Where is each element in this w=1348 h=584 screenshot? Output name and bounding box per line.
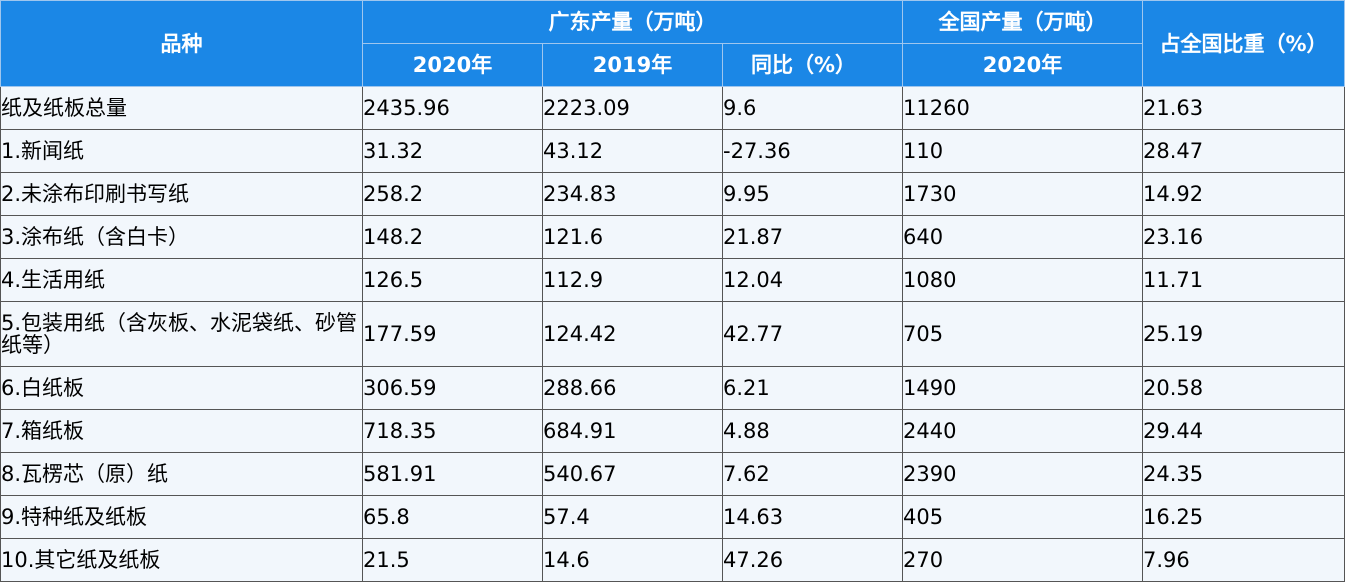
value-cell: 20.58 <box>1142 366 1345 410</box>
value-cell: 7.96 <box>1142 538 1345 582</box>
variety-cell: 纸及纸板总量 <box>0 86 363 130</box>
header-cell: 占全国比重（%） <box>1142 0 1345 87</box>
variety-cell: 5.包装用纸（含灰板、水泥袋纸、砂管纸等） <box>0 301 363 367</box>
value-cell: 42.77 <box>722 301 903 367</box>
value-cell: 43.12 <box>542 129 723 173</box>
value-cell: 6.21 <box>722 366 903 410</box>
value-cell: 21.87 <box>722 215 903 259</box>
variety-cell: 9.特种纸及纸板 <box>0 495 363 539</box>
variety-cell: 1.新闻纸 <box>0 129 363 173</box>
value-cell: 14.6 <box>542 538 723 582</box>
value-cell: 9.95 <box>722 172 903 216</box>
value-cell: 1490 <box>902 366 1143 410</box>
value-cell: 25.19 <box>1142 301 1345 367</box>
table-row: 4.生活用纸 126.5 112.9 12.04 1080 11.71 <box>0 258 1345 302</box>
table-row: 5.包装用纸（含灰板、水泥袋纸、砂管纸等） 177.59 124.42 42.77 70… <box>0 301 1345 367</box>
value-cell: 21.5 <box>362 538 543 582</box>
value-cell: 11260 <box>902 86 1143 130</box>
value-cell: 1080 <box>902 258 1143 302</box>
table-row: 7.箱纸板 718.35 684.91 4.88 2440 29.44 <box>0 409 1345 453</box>
value-cell: 177.59 <box>362 301 543 367</box>
value-cell: 148.2 <box>362 215 543 259</box>
value-cell: 12.04 <box>722 258 903 302</box>
value-cell: 718.35 <box>362 409 543 453</box>
value-cell: 124.42 <box>542 301 723 367</box>
value-cell: 2390 <box>902 452 1143 496</box>
value-cell: 405 <box>902 495 1143 539</box>
table-header: 品种 广东产量（万吨） 全国产量（万吨） 占全国比重（%） 2020年 2019… <box>0 0 1345 87</box>
value-cell: 705 <box>902 301 1143 367</box>
value-cell: 9.6 <box>722 86 903 130</box>
value-cell: 2223.09 <box>542 86 723 130</box>
table-row: 3.涂布纸（含白卡） 148.2 121.6 21.87 640 23.16 <box>0 215 1345 259</box>
value-cell: 29.44 <box>1142 409 1345 453</box>
value-cell: 581.91 <box>362 452 543 496</box>
value-cell: 24.35 <box>1142 452 1345 496</box>
table-row: 10.其它纸及纸板 21.5 14.6 47.26 270 7.96 <box>0 538 1345 582</box>
variety-cell: 3.涂布纸（含白卡） <box>0 215 363 259</box>
value-cell: 23.16 <box>1142 215 1345 259</box>
header-cell: 同比（%） <box>722 43 903 87</box>
value-cell: 288.66 <box>542 366 723 410</box>
value-cell: 14.92 <box>1142 172 1345 216</box>
value-cell: 121.6 <box>542 215 723 259</box>
header-cell: 2019年 <box>542 43 723 87</box>
value-cell: 684.91 <box>542 409 723 453</box>
table-row: 2.未涂布印刷书写纸 258.2 234.83 9.95 1730 14.92 <box>0 172 1345 216</box>
value-cell: 640 <box>902 215 1143 259</box>
value-cell: 28.47 <box>1142 129 1345 173</box>
header-cell: 全国产量（万吨） <box>902 0 1143 44</box>
header-cell: 广东产量（万吨） <box>362 0 903 44</box>
value-cell: 16.25 <box>1142 495 1345 539</box>
variety-cell: 2.未涂布印刷书写纸 <box>0 172 363 216</box>
value-cell: 65.8 <box>362 495 543 539</box>
value-cell: 258.2 <box>362 172 543 216</box>
variety-cell: 6.白纸板 <box>0 366 363 410</box>
value-cell: 1730 <box>902 172 1143 216</box>
value-cell: 2435.96 <box>362 86 543 130</box>
value-cell: 4.88 <box>722 409 903 453</box>
variety-cell: 7.箱纸板 <box>0 409 363 453</box>
value-cell: 11.71 <box>1142 258 1345 302</box>
table-row: 8.瓦楞芯（原）纸 581.91 540.67 7.62 2390 24.35 <box>0 452 1345 496</box>
variety-cell: 8.瓦楞芯（原）纸 <box>0 452 363 496</box>
value-cell: 126.5 <box>362 258 543 302</box>
value-cell: 21.63 <box>1142 86 1345 130</box>
value-cell: 306.59 <box>362 366 543 410</box>
variety-cell: 4.生活用纸 <box>0 258 363 302</box>
table-body: 纸及纸板总量 2435.96 2223.09 9.6 11260 21.63 1.新闻纸 31… <box>0 86 1345 582</box>
value-cell: 47.26 <box>722 538 903 582</box>
table-row: 纸及纸板总量 2435.96 2223.09 9.6 11260 21.63 <box>0 86 1345 130</box>
value-cell: 31.32 <box>362 129 543 173</box>
value-cell: 14.63 <box>722 495 903 539</box>
table-row: 6.白纸板 306.59 288.66 6.21 1490 20.58 <box>0 366 1345 410</box>
value-cell: 2440 <box>902 409 1143 453</box>
value-cell: 112.9 <box>542 258 723 302</box>
value-cell: 57.4 <box>542 495 723 539</box>
table-row: 1.新闻纸 31.32 43.12 -27.36 110 28.47 <box>0 129 1345 173</box>
value-cell: 7.62 <box>722 452 903 496</box>
value-cell: 270 <box>902 538 1143 582</box>
value-cell: 540.67 <box>542 452 723 496</box>
variety-cell: 10.其它纸及纸板 <box>0 538 363 582</box>
header-cell: 2020年 <box>902 43 1143 87</box>
value-cell: 234.83 <box>542 172 723 216</box>
table-row: 9.特种纸及纸板 65.8 57.4 14.63 405 16.25 <box>0 495 1345 539</box>
header-cell: 2020年 <box>362 43 543 87</box>
value-cell: 110 <box>902 129 1143 173</box>
header-cell: 品种 <box>0 0 363 87</box>
value-cell: -27.36 <box>722 129 903 173</box>
